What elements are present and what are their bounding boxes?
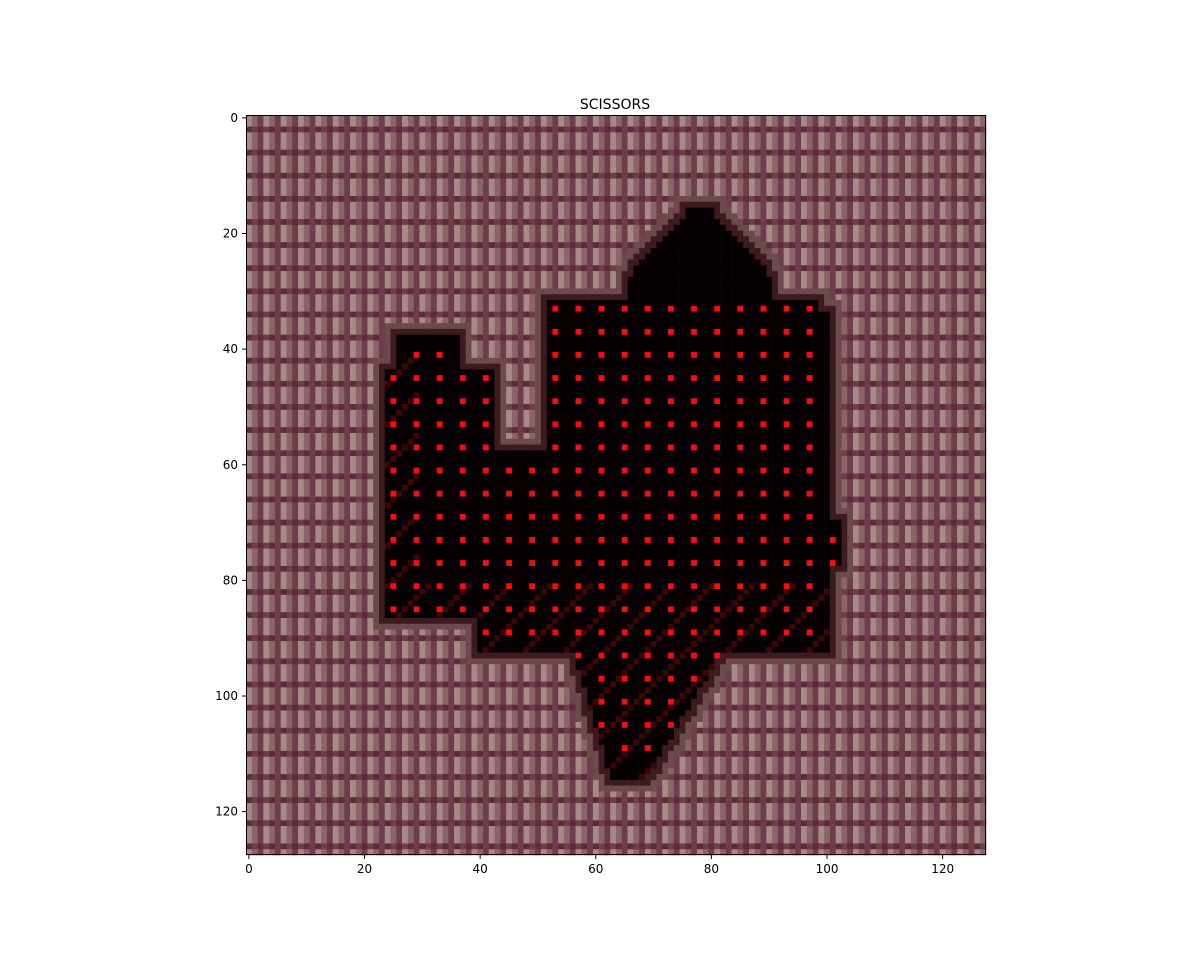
x-tick-label: 80 <box>704 862 719 876</box>
y-tick-label: 100 <box>215 689 238 703</box>
x-tick-label: 60 <box>588 862 603 876</box>
y-tick-label: 20 <box>223 227 238 241</box>
y-axis: 0 20 40 60 80 100 120 <box>215 111 246 819</box>
x-tick-label: 20 <box>357 862 372 876</box>
x-tick-label: 100 <box>816 862 839 876</box>
x-axis: 0 20 40 60 80 100 120 <box>245 855 954 876</box>
plot-title: SCISSORS <box>580 97 650 113</box>
x-tick-label: 120 <box>931 862 954 876</box>
y-tick-label: 40 <box>223 342 238 356</box>
y-tick-label: 80 <box>223 573 238 587</box>
y-tick-label: 60 <box>223 458 238 472</box>
image-plot <box>246 115 987 856</box>
x-tick-label: 0 <box>245 862 253 876</box>
axes-frame <box>246 115 986 855</box>
x-tick-label: 40 <box>473 862 488 876</box>
y-tick-label: 0 <box>230 111 238 125</box>
y-tick-label: 120 <box>215 805 238 819</box>
